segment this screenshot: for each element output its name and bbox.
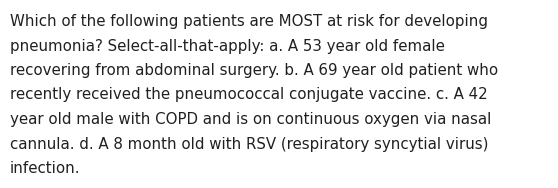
Text: cannula. d. A 8 month old with RSV (respiratory syncytial virus): cannula. d. A 8 month old with RSV (resp… (10, 136, 488, 152)
Text: Which of the following patients are MOST at risk for developing: Which of the following patients are MOST… (10, 14, 488, 29)
Text: recently received the pneumococcal conjugate vaccine. c. A 42: recently received the pneumococcal conju… (10, 87, 488, 102)
Text: pneumonia? Select-all-that-apply: a. A 53 year old female: pneumonia? Select-all-that-apply: a. A 5… (10, 39, 445, 54)
Text: infection.: infection. (10, 161, 80, 176)
Text: recovering from abdominal surgery. b. A 69 year old patient who: recovering from abdominal surgery. b. A … (10, 63, 498, 78)
Text: year old male with COPD and is on continuous oxygen via nasal: year old male with COPD and is on contin… (10, 112, 492, 127)
